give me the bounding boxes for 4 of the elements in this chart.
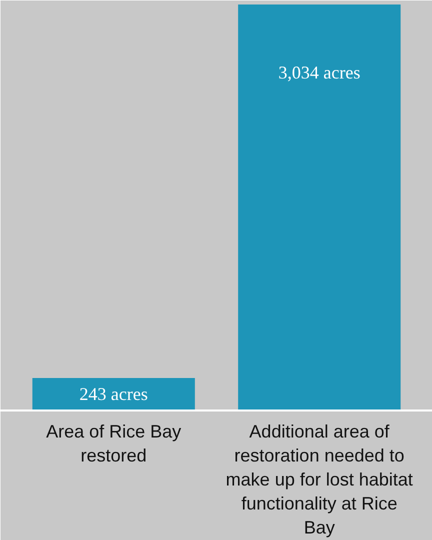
x-tick-label: Additional area of restoration needed to make up for lost habitat functionality at Rice Bay [226,422,413,538]
data-label: 243 acres [79,384,148,404]
data-label: 3,034 acres [278,62,360,83]
x-tick-label: Area of Rice Bay restored [46,422,182,466]
